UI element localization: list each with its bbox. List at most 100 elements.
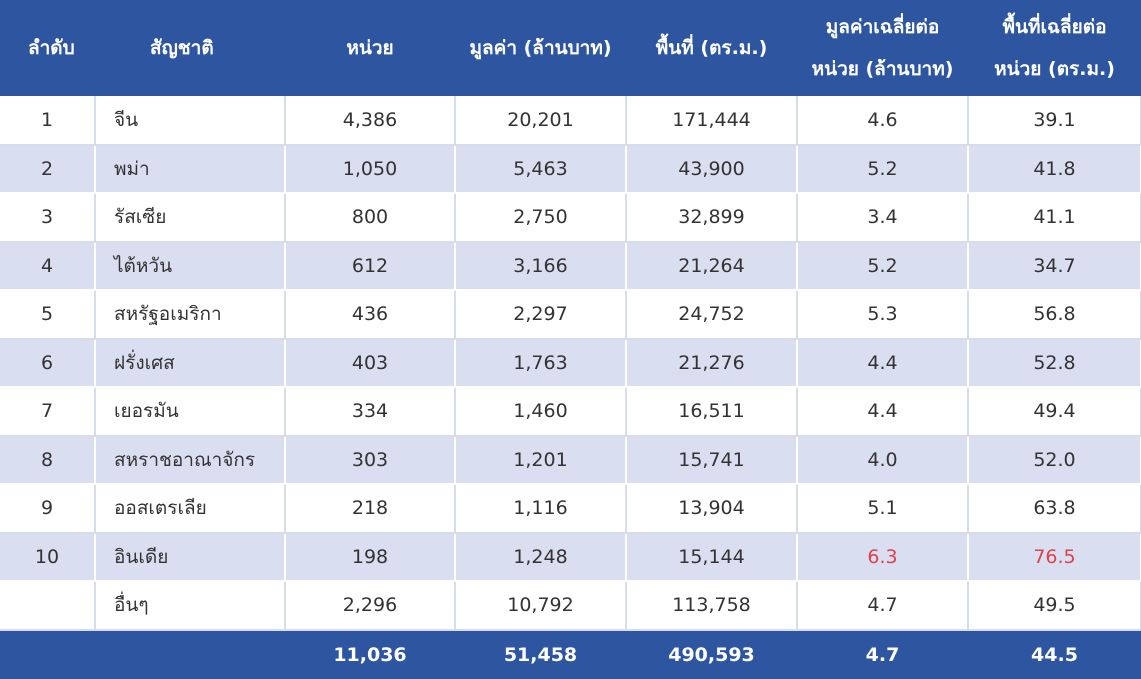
avg-value-cell: 4.4 <box>797 387 969 437</box>
rank-cell <box>0 581 96 631</box>
value-cell: 1,248 <box>455 532 627 582</box>
total-name-cell <box>95 629 285 679</box>
units-cell: 334 <box>285 387 456 437</box>
units-cell: 612 <box>285 241 456 291</box>
header-avg-value-line1: มูลค่าเฉลี่ยต่อ <box>825 16 940 38</box>
rank-cell: 7 <box>0 387 96 437</box>
table-row: 5 สหรัฐอเมริกา 436 2,297 24,752 5.3 56.8 <box>0 290 1141 340</box>
units-cell: 4,386 <box>285 96 456 146</box>
area-cell: 43,900 <box>626 144 798 194</box>
total-units-cell: 11,036 <box>285 629 455 679</box>
units-cell: 218 <box>285 484 456 534</box>
avg-value-cell: 4.6 <box>797 96 969 146</box>
total-avg-area-cell: 44.5 <box>968 629 1141 679</box>
area-cell: 15,144 <box>626 532 798 582</box>
total-area-cell: 490,593 <box>626 629 797 679</box>
header-avg-area: พื้นที่เฉลี่ยต่อ หน่วย (ตร.ม.) <box>968 0 1141 96</box>
nationality-cell: สหราชอาณาจักร <box>95 435 286 485</box>
table-row: 2 พม่า 1,050 5,463 43,900 5.2 41.8 <box>0 144 1141 194</box>
units-cell: 800 <box>285 193 456 243</box>
avg-value-cell: 5.2 <box>797 144 969 194</box>
table-row: 6 ฝรั่งเศส 403 1,763 21,276 4.4 52.8 <box>0 338 1141 388</box>
area-cell: 21,264 <box>626 241 798 291</box>
area-cell: 24,752 <box>626 290 798 340</box>
header-avg-area-line2: หน่วย (ตร.ม.) <box>994 58 1115 80</box>
rank-cell: 4 <box>0 241 96 291</box>
avg-area-cell: 52.8 <box>968 338 1141 388</box>
nationality-cell: รัสเซีย <box>95 193 286 243</box>
rank-cell: 10 <box>0 532 96 582</box>
rank-cell: 1 <box>0 96 96 146</box>
avg-area-cell: 34.7 <box>968 241 1141 291</box>
avg-value-cell: 4.4 <box>797 338 969 388</box>
value-cell: 20,201 <box>455 96 627 146</box>
header-area: พื้นที่ (ตร.ม.) <box>626 0 797 96</box>
total-value-cell: 51,458 <box>455 629 626 679</box>
avg-value-cell-highlight: 6.3 <box>797 532 969 582</box>
total-avg-value-cell: 4.7 <box>797 629 968 679</box>
nationality-cell: อื่นๆ <box>95 581 286 631</box>
table-row: 9 ออสเตรเลีย 218 1,116 13,904 5.1 63.8 <box>0 484 1141 534</box>
avg-value-cell: 5.1 <box>797 484 969 534</box>
units-cell: 2,296 <box>285 581 456 631</box>
nationality-cell: จีน <box>95 96 286 146</box>
rank-cell: 5 <box>0 290 96 340</box>
avg-value-cell: 5.3 <box>797 290 969 340</box>
avg-value-cell: 5.2 <box>797 241 969 291</box>
table-row: 3 รัสเซีย 800 2,750 32,899 3.4 41.1 <box>0 193 1141 243</box>
rank-cell: 8 <box>0 435 96 485</box>
avg-area-cell-highlight: 76.5 <box>968 532 1141 582</box>
table-row: อื่นๆ 2,296 10,792 113,758 4.7 49.5 <box>0 581 1141 631</box>
area-cell: 15,741 <box>626 435 798 485</box>
area-cell: 13,904 <box>626 484 798 534</box>
avg-area-cell: 41.8 <box>968 144 1141 194</box>
area-cell: 21,276 <box>626 338 798 388</box>
avg-area-cell: 41.1 <box>968 193 1141 243</box>
value-cell: 1,116 <box>455 484 627 534</box>
avg-value-cell: 4.7 <box>797 581 969 631</box>
nationality-cell: ออสเตรเลีย <box>95 484 286 534</box>
avg-area-cell: 63.8 <box>968 484 1141 534</box>
value-cell: 1,460 <box>455 387 627 437</box>
value-cell: 3,166 <box>455 241 627 291</box>
area-cell: 16,511 <box>626 387 798 437</box>
rank-cell: 2 <box>0 144 96 194</box>
table-row: 8 สหราชอาณาจักร 303 1,201 15,741 4.0 52.… <box>0 435 1141 485</box>
total-rank-cell <box>0 629 95 679</box>
value-cell: 10,792 <box>455 581 627 631</box>
nationality-cell: ไต้หวัน <box>95 241 286 291</box>
nationality-cell: สหรัฐอเมริกา <box>95 290 286 340</box>
area-cell: 32,899 <box>626 193 798 243</box>
header-units: หน่วย <box>285 0 455 96</box>
value-cell: 5,463 <box>455 144 627 194</box>
header-nationality: สัญชาติ <box>95 0 285 96</box>
value-cell: 1,763 <box>455 338 627 388</box>
nationality-cell: อินเดีย <box>95 532 286 582</box>
table-body: 1 จีน 4,386 20,201 171,444 4.6 39.1 2 พม… <box>0 96 1141 631</box>
rank-cell: 9 <box>0 484 96 534</box>
header-avg-value-line2: หน่วย (ล้านบาท) <box>811 58 954 80</box>
nationality-cell: ฝรั่งเศส <box>95 338 286 388</box>
value-cell: 2,750 <box>455 193 627 243</box>
units-cell: 198 <box>285 532 456 582</box>
units-cell: 303 <box>285 435 456 485</box>
table-row: 1 จีน 4,386 20,201 171,444 4.6 39.1 <box>0 96 1141 146</box>
avg-area-cell: 49.4 <box>968 387 1141 437</box>
units-cell: 1,050 <box>285 144 456 194</box>
nationality-cell: เยอรมัน <box>95 387 286 437</box>
table-row: 4 ไต้หวัน 612 3,166 21,264 5.2 34.7 <box>0 241 1141 291</box>
table-row: 10 อินเดีย 198 1,248 15,144 6.3 76.5 <box>0 532 1141 582</box>
avg-value-cell: 3.4 <box>797 193 969 243</box>
area-cell: 113,758 <box>626 581 798 631</box>
table-header: ลำดับ สัญชาติ หน่วย มูลค่า (ล้านบาท) พื้… <box>0 0 1141 96</box>
table-footer: 11,036 51,458 490,593 4.7 44.5 <box>0 629 1141 679</box>
total-row: 11,036 51,458 490,593 4.7 44.5 <box>0 629 1141 679</box>
header-value: มูลค่า (ล้านบาท) <box>455 0 626 96</box>
header-row: ลำดับ สัญชาติ หน่วย มูลค่า (ล้านบาท) พื้… <box>0 0 1141 96</box>
units-cell: 436 <box>285 290 456 340</box>
rank-cell: 3 <box>0 193 96 243</box>
avg-area-cell: 39.1 <box>968 96 1141 146</box>
header-avg-area-line1: พื้นที่เฉลี่ยต่อ <box>1002 16 1107 38</box>
avg-value-cell: 4.0 <box>797 435 969 485</box>
